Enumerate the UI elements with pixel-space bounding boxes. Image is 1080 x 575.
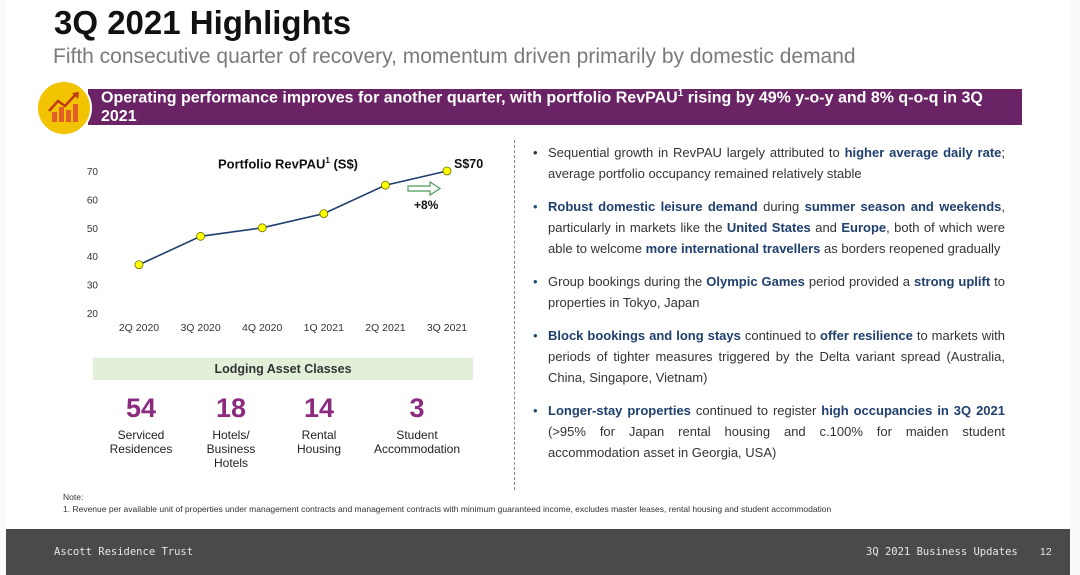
bullet-text: during <box>757 199 805 214</box>
lodging-asset-class: 3 Student Accommodation <box>362 392 472 456</box>
growth-annotation: +8% <box>414 198 439 212</box>
x-tick-label: 2Q 2021 <box>365 322 405 334</box>
chart-data-point <box>196 231 206 241</box>
y-tick-label: 30 <box>87 281 99 292</box>
asset-count: 3 <box>409 393 425 423</box>
page-subtitle: Fifth consecutive quarter of recovery, m… <box>53 45 856 68</box>
footer-company: Ascott Residence Trust <box>54 546 194 558</box>
asset-label-line: Accommodation <box>373 442 461 456</box>
x-tick-label: 2Q 2020 <box>119 322 159 334</box>
y-tick-label: 60 <box>87 195 99 206</box>
bullet-highlight-text: Europe <box>841 220 887 235</box>
x-tick-label: 1Q 2021 <box>304 322 344 334</box>
chart-title: Portfolio RevPAU1 (S$) <box>218 156 359 172</box>
bullet-text: period provided a <box>804 274 914 289</box>
asset-label-line: Rental <box>301 428 337 442</box>
x-tick-label: 3Q 2021 <box>427 322 467 334</box>
highlight-bullet: Longer-stay properties continued to regi… <box>533 400 1005 463</box>
y-tick-label: 40 <box>87 252 99 263</box>
y-tick-label: 50 <box>87 224 99 235</box>
bullet-highlight-text: Longer-stay properties <box>548 403 691 418</box>
y-tick-label: 70 <box>87 167 99 178</box>
bullet-text: (>95% for Japan rental housing and c.100… <box>548 424 1005 460</box>
x-tick-label: 4Q 2020 <box>242 322 282 334</box>
asset-count: 14 <box>303 393 335 423</box>
bullet-text: , particularly in markets like the <box>548 199 1005 235</box>
asset-label: Hotels/Business Hotels <box>176 428 286 470</box>
page-title: 3Q 2021 Highlights <box>54 4 352 41</box>
asset-label-line: Residences <box>109 442 173 456</box>
rising-chart-icon <box>36 80 92 136</box>
column-divider <box>514 140 515 490</box>
bullet-highlight-text: offer resilience <box>820 328 913 343</box>
bullet-text: and <box>810 220 842 235</box>
highlight-bullet: Sequential growth in RevPAU largely attr… <box>533 142 1005 184</box>
highlight-bullet: Block bookings and long stays continued … <box>533 325 1005 388</box>
y-tick-label: 20 <box>87 309 99 320</box>
bullet-text: as borders reopened gradually <box>820 241 1001 256</box>
page-edge-left <box>0 0 6 575</box>
chart-series-line <box>138 170 448 266</box>
banner-text: Operating performance improves for anoth… <box>101 88 983 125</box>
asset-label: Serviced Residences <box>86 428 196 456</box>
chart-data-point <box>380 180 390 190</box>
highlight-banner: Operating performance improves for anoth… <box>88 88 1022 125</box>
highlight-bullet: Robust domestic leisure demand during su… <box>533 196 1005 259</box>
lodging-asset-class: 14 Rental Housing <box>264 392 374 456</box>
bullet-text: continued to <box>740 328 821 343</box>
bullet-text: Sequential growth in RevPAU largely attr… <box>548 145 845 160</box>
asset-label-line: Hotels <box>213 456 248 470</box>
chart-data-point <box>257 223 267 233</box>
bullet-text: , both of which were able to welcome <box>548 220 1006 256</box>
chart-data-point <box>134 260 144 270</box>
asset-label-line: Business <box>206 442 256 456</box>
asset-label: Student Accommodation <box>362 428 472 456</box>
asset-label-line: Hotels/ <box>212 428 250 442</box>
growth-arrow-icon <box>407 180 442 197</box>
chart-data-point <box>319 209 329 219</box>
bullet-text: to properties in Tokyo, Japan <box>548 274 1005 310</box>
bullet-highlight-text: Olympic Games <box>706 274 805 289</box>
footer-bar: Ascott Residence Trust 3Q 2021 Business … <box>6 529 1070 575</box>
bullet-text: Group bookings during the <box>548 274 707 289</box>
bullet-highlight-text: summer season and weekends <box>804 199 1002 214</box>
note-text: 1. Revenue per available unit of propert… <box>63 504 832 514</box>
bullet-text: ; average portfolio occupancy remained r… <box>548 145 1005 181</box>
asset-label: Rental Housing <box>264 428 374 456</box>
bullet-text: to markets with periods of tighter measu… <box>548 328 1006 385</box>
lodging-asset-class: 18 Hotels/Business Hotels <box>176 392 286 470</box>
revpau-line-chart: 70 60 50 40 30 20 2Q 2020 3Q 2020 4Q 2020 1Q 202… <box>87 157 483 334</box>
bullet-highlight-text: strong uplift <box>913 274 991 289</box>
bullet-highlight-text: more international travellers <box>645 241 821 256</box>
asset-count: 18 <box>215 393 247 423</box>
page-number: 12 <box>1040 546 1052 558</box>
chart-end-label: S$70 <box>454 157 483 171</box>
lodging-asset-class: 54 Serviced Residences <box>86 392 196 456</box>
asset-label-line: Serviced <box>117 428 165 442</box>
bullet-highlight-text: higher average daily rate <box>844 145 1002 160</box>
x-tick-label: 3Q 2020 <box>180 322 220 334</box>
footer-section: 3Q 2021 Business Updates <box>866 546 1018 558</box>
asset-count: 54 <box>125 393 157 423</box>
page-edge-right <box>1070 0 1080 575</box>
bullet-highlight-text: Block bookings and long stays <box>548 328 741 343</box>
bullet-text: continued to register <box>690 403 822 418</box>
asset-label-line: Housing <box>296 442 342 456</box>
lodging-asset-classes-header: Lodging Asset Classes <box>93 358 473 380</box>
bullet-highlight-text: United States <box>726 220 811 235</box>
highlight-bullet: Group bookings during the Olympic Games … <box>533 271 1005 313</box>
chart-data-point <box>442 166 452 176</box>
note-label: Note: <box>63 492 84 502</box>
highlights-bullet-list: Sequential growth in RevPAU largely attr… <box>533 142 1005 463</box>
bullet-highlight-text: Robust domestic leisure demand <box>548 199 758 214</box>
asset-label-line: Student <box>396 428 438 442</box>
bullet-highlight-text: high occupancies in 3Q 2021 <box>821 403 1006 418</box>
